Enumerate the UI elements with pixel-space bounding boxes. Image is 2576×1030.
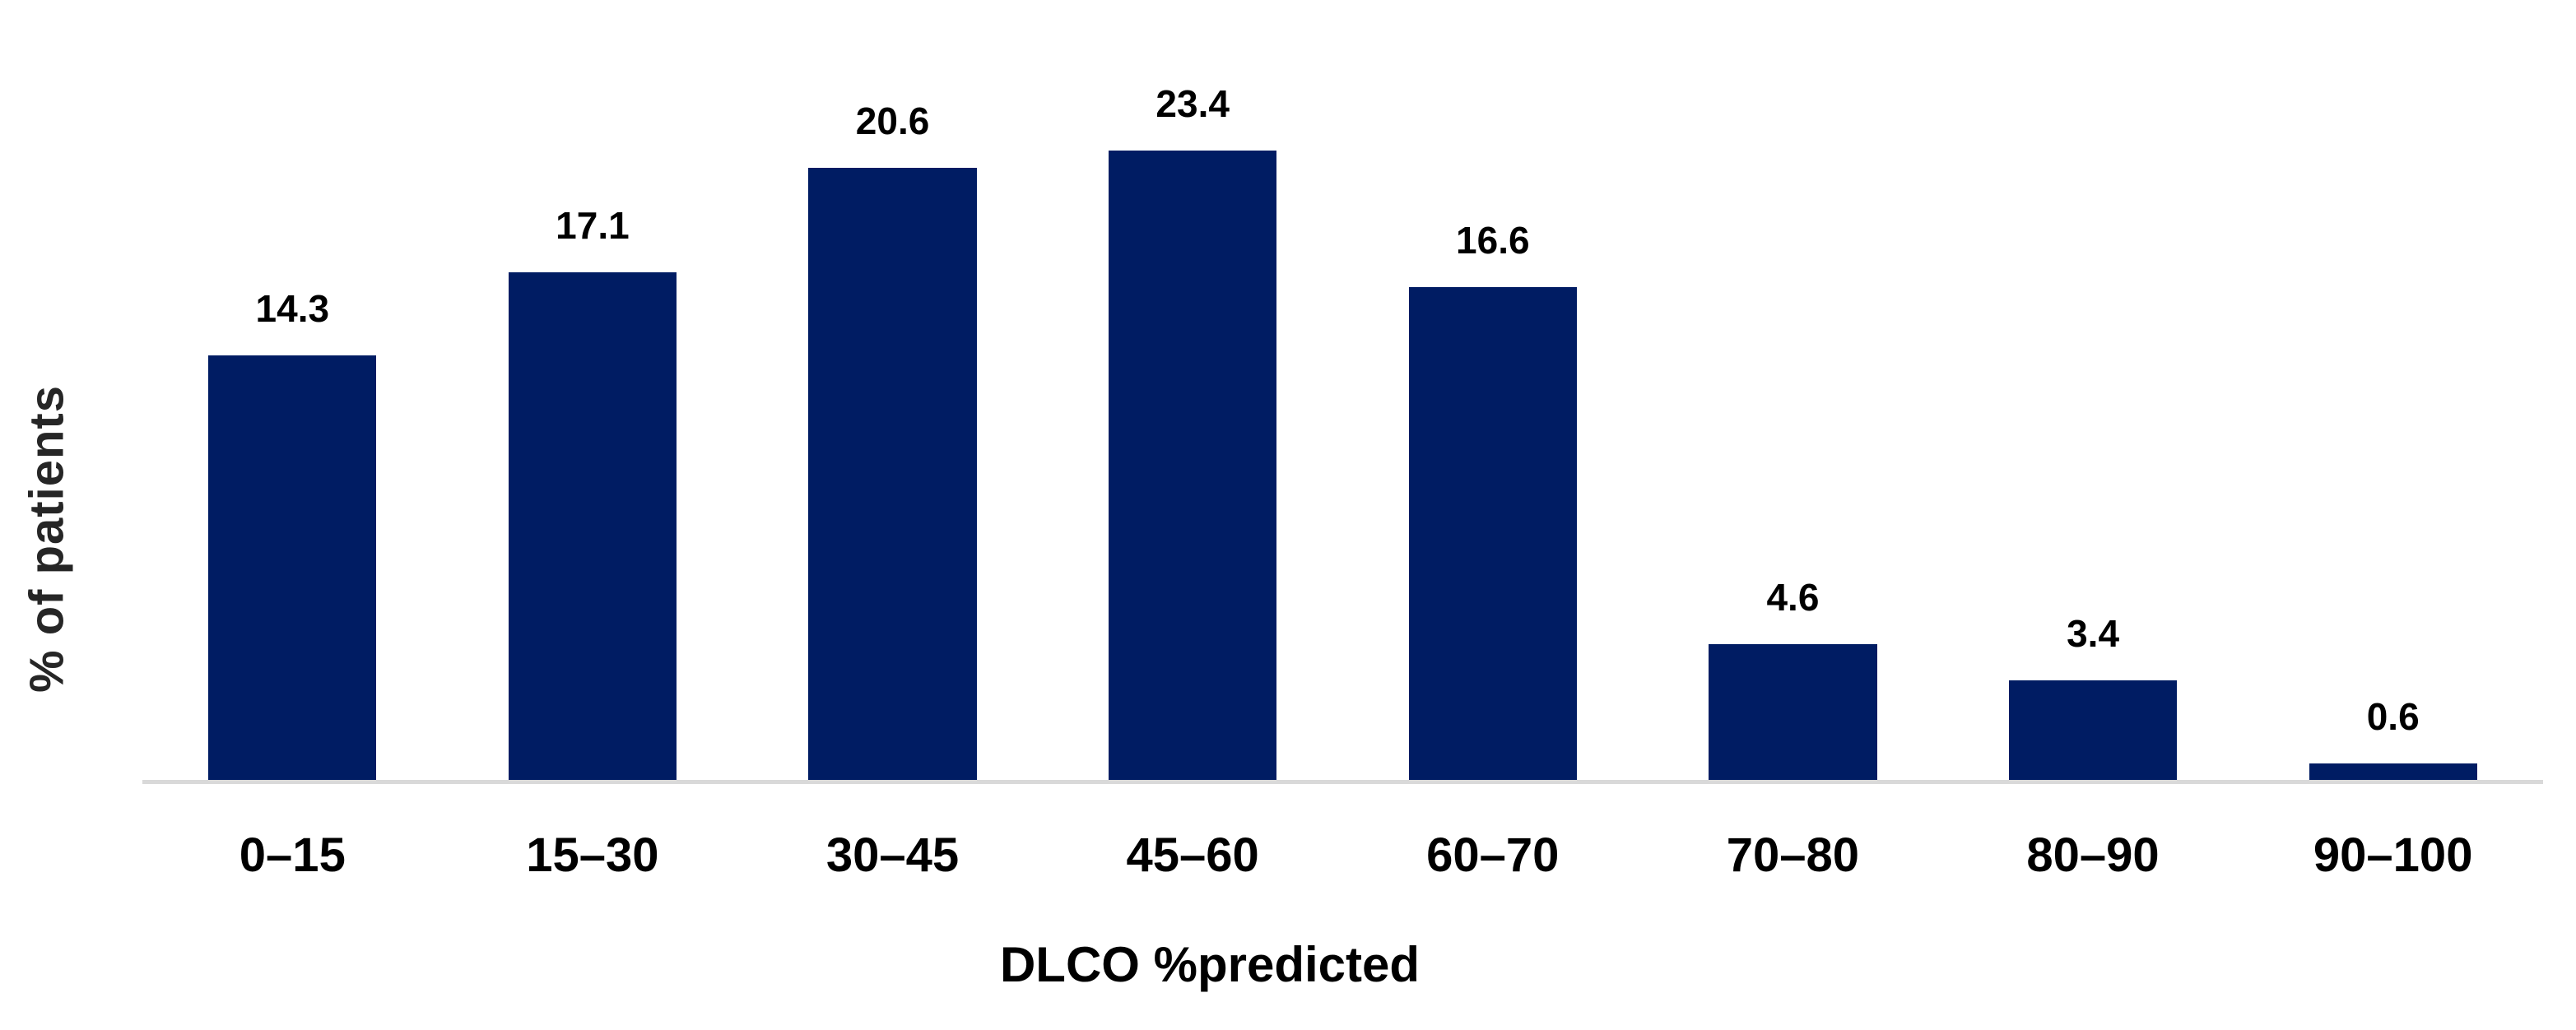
plot-area: 14.3 17.1 20.6 23.4 16.6 4.6 3.4 0.6 (142, 85, 2543, 782)
bar-value-label: 14.3 (255, 287, 330, 330)
x-tick-label: 45–60 (1126, 828, 1259, 882)
x-axis-tick-labels: 0–15 15–30 30–45 45–60 60–70 70–80 80–90 90–100 (142, 829, 2543, 882)
y-axis-title: % of patients (20, 385, 74, 693)
bar (808, 168, 977, 782)
bar-value-label: 3.4 (2067, 612, 2120, 655)
bar-group: 4.6 (1643, 85, 1943, 782)
x-tick-label: 80–90 (2026, 828, 2160, 882)
x-tick-label: 0–15 (239, 828, 346, 882)
bar-value-label: 4.6 (1766, 576, 1820, 619)
bar (1109, 151, 1277, 782)
x-axis-line (142, 780, 2543, 784)
bar-value-label: 16.6 (1456, 219, 1530, 262)
bar (1709, 644, 1877, 782)
bar (508, 272, 677, 782)
x-tick-label: 30–45 (825, 828, 960, 882)
bar-group: 14.3 (142, 85, 443, 782)
x-tick-label: 70–80 (1726, 828, 1860, 882)
bar-group: 16.6 (1343, 85, 1644, 782)
x-tick-label: 90–100 (2313, 828, 2473, 882)
bar-value-label: 20.6 (855, 100, 930, 142)
bar-value-label: 0.6 (2366, 695, 2420, 738)
x-tick-label: 15–30 (526, 828, 659, 882)
bar-group: 17.1 (443, 85, 743, 782)
bar-group: 23.4 (1043, 85, 1343, 782)
bar-value-label: 23.4 (1155, 82, 1230, 125)
x-axis-title: DLCO %predicted (999, 937, 1421, 992)
bar-value-label: 17.1 (556, 204, 630, 247)
bar-group: 0.6 (2243, 85, 2543, 782)
bar (208, 355, 377, 782)
bar (2008, 680, 2178, 782)
bar-group: 20.6 (742, 85, 1043, 782)
bar (2309, 763, 2477, 782)
bar-group: 3.4 (1943, 85, 2244, 782)
x-tick-label: 60–70 (1426, 828, 1560, 882)
bar (1408, 287, 1577, 782)
